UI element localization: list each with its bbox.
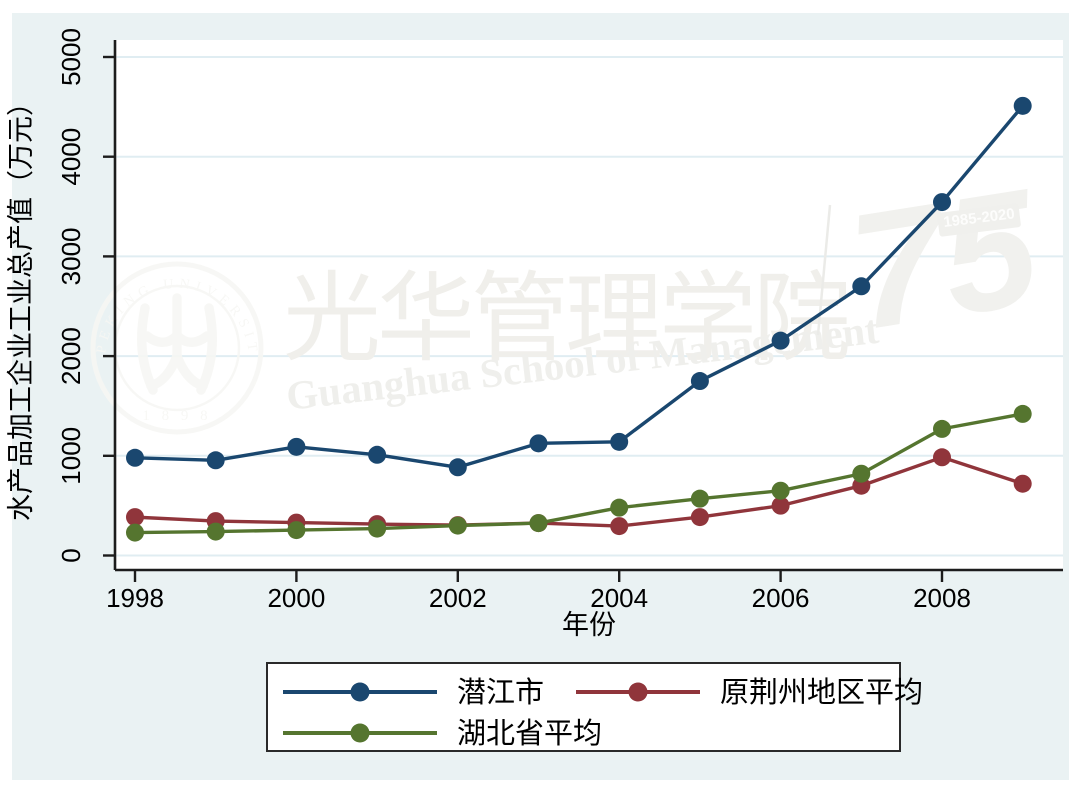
x-tick-label-1998: 1998 [106,583,164,613]
data-point-原荆州地区平均-2004 [610,517,629,536]
data-point-湖北省平均-2003 [529,514,548,533]
series-line-1 [134,455,1024,528]
legend-label: 潜江市 [457,676,544,709]
series-line-0 [134,104,1025,469]
x-tick-label-2002: 2002 [429,583,487,613]
x-tick-label-2000: 2000 [267,583,325,613]
x-axis-title: 年份 [562,610,616,640]
data-point-原荆州地区平均-2005 [690,508,709,527]
y-tick-label-4000: 4000 [56,128,86,186]
data-point-湖北省平均-2006 [771,481,790,500]
data-point-潜江市-1998 [126,448,144,467]
anniversary-years-patch [937,203,1021,237]
data-point-潜江市-2003 [529,434,548,453]
data-point-湖北省平均-2000 [287,521,306,540]
data-point-潜江市-1999 [206,451,225,470]
legend-marker [350,682,370,702]
legend-marker [628,682,648,702]
x-axis-ticks: 1998 2000 2002 2004 2006 2008 [106,570,971,613]
anniversary-number: 75 [839,154,1051,365]
axes [113,40,1063,572]
data-point-潜江市-2007 [852,277,871,296]
legend-entry-原荆州地区平均: 原荆州地区平均 [576,676,923,709]
seal-year-text: 1 8 9 8 [142,408,211,424]
data-series [126,96,1032,542]
series-潜江市 [126,96,1032,477]
data-point-湖北省平均-1998 [126,523,144,542]
gridlines [116,56,1063,557]
x-tick-label-2006: 2006 [752,583,810,613]
y-tick-label-2000: 2000 [56,327,86,385]
data-point-湖北省平均-2004 [610,498,629,517]
data-point-原荆州地区平均-2009 [1013,474,1032,493]
x-tick-label-2008: 2008 [913,583,971,613]
legend-box [266,662,901,752]
data-point-湖北省平均-2007 [852,464,871,483]
data-point-潜江市-2000 [287,437,306,456]
data-point-湖北省平均-2005 [690,489,709,508]
data-point-潜江市-2002 [448,458,467,477]
legend-label: 原荆州地区平均 [720,676,923,709]
legend-label: 湖北省平均 [457,717,602,750]
series-湖北省平均 [126,404,1032,542]
seal-center-glyph [137,293,217,395]
seal-outer-ring [90,261,264,435]
y-axis-title: 水产品加工企业工业总产值（万元） [6,89,36,521]
y-axis-ticks: 0 1000 2000 3000 4000 5000 [56,28,115,563]
data-point-湖北省平均-2008 [933,419,951,438]
legend-entry-潜江市: 潜江市 [283,676,544,709]
data-point-潜江市-2004 [610,432,629,451]
x-tick-label-2004: 2004 [590,583,648,613]
series-line-2 [134,412,1024,535]
data-point-潜江市-2008 [933,193,951,212]
data-point-湖北省平均-2001 [368,519,387,538]
y-tick-label-1000: 1000 [56,427,86,485]
plot-area [115,40,1063,570]
data-point-潜江市-2009 [1013,96,1032,115]
data-point-潜江市-2001 [368,445,387,464]
y-tick-label-5000: 5000 [56,28,86,86]
data-point-潜江市-2005 [690,372,709,391]
y-tick-label-0: 0 [56,548,86,562]
data-point-湖北省平均-2002 [448,516,467,535]
calligraphy-watermark: 光华管理学院 [283,263,848,373]
y-tick-label-3000: 3000 [56,227,86,285]
data-point-湖北省平均-2009 [1013,404,1032,423]
data-point-原荆州地区平均-2006 [771,496,790,515]
data-point-潜江市-2006 [771,331,790,350]
legend-entry-湖北省平均: 湖北省平均 [283,717,602,750]
data-point-原荆州地区平均-2008 [933,448,951,467]
data-point-原荆州地区平均-1998 [126,508,144,527]
anniversary-75-watermark: 75 1985-2020 [839,154,1051,365]
legend-marker [350,723,370,743]
data-point-湖北省平均-1999 [206,522,225,541]
